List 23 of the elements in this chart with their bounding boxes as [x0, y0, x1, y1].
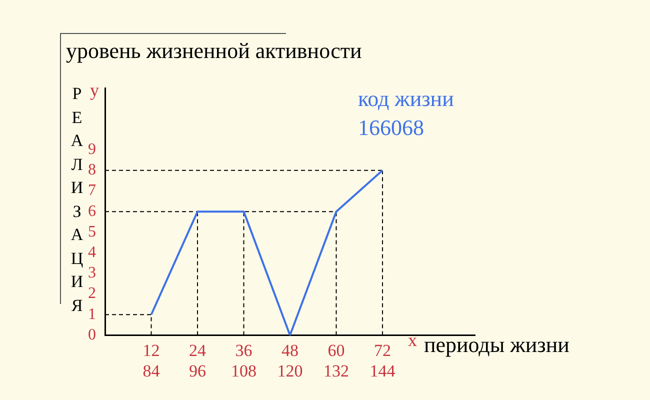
y-tick-label: 8: [88, 162, 96, 179]
y-tick-label: 1: [88, 306, 96, 323]
x-tick-label: 48 120: [277, 340, 303, 380]
y-tick-label: 9: [88, 141, 96, 158]
y-tick-label: 7: [88, 182, 96, 200]
chart-title: уровень жизненной активности: [66, 38, 362, 64]
y-tick-label: 0: [88, 326, 96, 344]
x-tick-label: 12 84: [142, 340, 160, 380]
text: РЕАЛИЗАЦИЯ: [70, 84, 84, 314]
y-tick-label: 5: [88, 223, 96, 240]
y-tick-label: 4: [88, 244, 96, 262]
x-tick-label: 36 108: [231, 340, 256, 380]
y-tick-label: 3: [88, 264, 96, 282]
y-tick-label: 2: [88, 285, 96, 302]
y-tick-label: 6: [88, 202, 96, 220]
x-tick-label: 60 132: [324, 340, 349, 380]
x-tick-label: 24 96: [189, 340, 206, 380]
text: у: [90, 80, 99, 101]
x-tick-label: 72 144: [370, 340, 396, 380]
annotation: 166068: [358, 115, 424, 141]
x-axis-title: периоды жизни: [424, 332, 570, 358]
annotation: x: [408, 330, 417, 351]
annotation: код жизни: [358, 86, 454, 112]
